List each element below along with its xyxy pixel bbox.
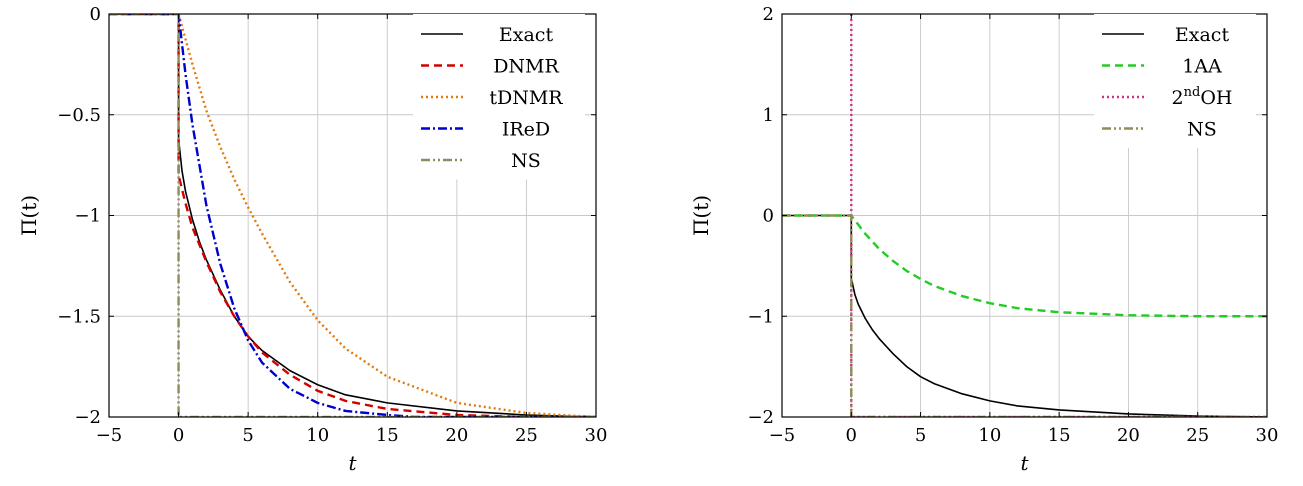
y-tick-label: 0 <box>763 206 774 227</box>
series-line-ired <box>109 14 596 417</box>
x-tick-label: −5 <box>769 425 796 446</box>
x-tick-label: 25 <box>515 425 538 446</box>
y-tick-label: 2 <box>763 4 774 25</box>
series-line-exact <box>782 214 1267 417</box>
y-tick-label: −1 <box>747 306 774 327</box>
x-tick-label: −5 <box>96 425 123 446</box>
x-tick-label: 15 <box>1048 425 1071 446</box>
x-tick-label: 30 <box>585 425 608 446</box>
legend-label: DNMR <box>493 56 559 78</box>
y-tick-label: −2 <box>747 407 774 428</box>
series-line-ns <box>782 214 1267 417</box>
y-axis-label: Π(t) <box>689 195 713 236</box>
y-tick-label: 0 <box>90 4 101 25</box>
x-axis-label: t <box>348 451 357 475</box>
y-axis-label: Π(t) <box>17 195 41 236</box>
series-group <box>782 14 1267 417</box>
legend: Exact DNMR tDNMR IReD NS <box>413 14 585 180</box>
x-tick-label: 5 <box>915 425 926 446</box>
legend-label: Exact <box>1175 24 1230 46</box>
legend-label: tDNMR <box>489 87 563 109</box>
series-line-ns <box>109 14 596 417</box>
x-tick-label: 15 <box>376 425 399 446</box>
x-tick-label: 5 <box>242 425 253 446</box>
legend-label: 1AA <box>1182 56 1222 78</box>
legend-label: IReD <box>502 119 550 141</box>
x-axis-label: t <box>1020 451 1029 475</box>
legend-label: NS <box>1187 119 1217 141</box>
legend-label: NS <box>511 150 541 172</box>
x-tick-label: 30 <box>1256 425 1279 446</box>
x-tick-label: 10 <box>306 425 329 446</box>
x-tick-label: 0 <box>846 425 857 446</box>
chart-left: −5 0 5 10 15 20 25 30 0 −0.5 −1 −1.5 −2 t Π(t) Exact DNM… <box>17 4 607 475</box>
y-tick-label: −2 <box>74 407 101 428</box>
x-tick-label: 10 <box>978 425 1001 446</box>
y-tick-label: −1 <box>74 206 101 227</box>
legend-label: Exact <box>499 24 554 46</box>
x-tick-label: 20 <box>1117 425 1140 446</box>
legend: Exact 1AA 2ndOH NS <box>1094 14 1256 148</box>
y-tick-label: −1.5 <box>57 306 101 327</box>
series-line-dnmr <box>109 14 596 417</box>
legend-box <box>1094 14 1256 148</box>
series-line-1aa <box>782 214 1267 318</box>
x-tick-label: 0 <box>173 425 184 446</box>
legend-label: 2ndOH <box>1172 85 1233 109</box>
series-group <box>109 14 596 417</box>
y-tick-label: 1 <box>763 105 774 126</box>
x-tick-label: 25 <box>1186 425 1209 446</box>
chart-right: −5 0 5 10 15 20 25 30210−1−2tΠ(t)Exact1AA2ndOHN… <box>689 4 1278 475</box>
x-tick-label: 20 <box>445 425 468 446</box>
series-line-tdnmr <box>109 14 596 417</box>
y-tick-label: −0.5 <box>57 105 101 126</box>
